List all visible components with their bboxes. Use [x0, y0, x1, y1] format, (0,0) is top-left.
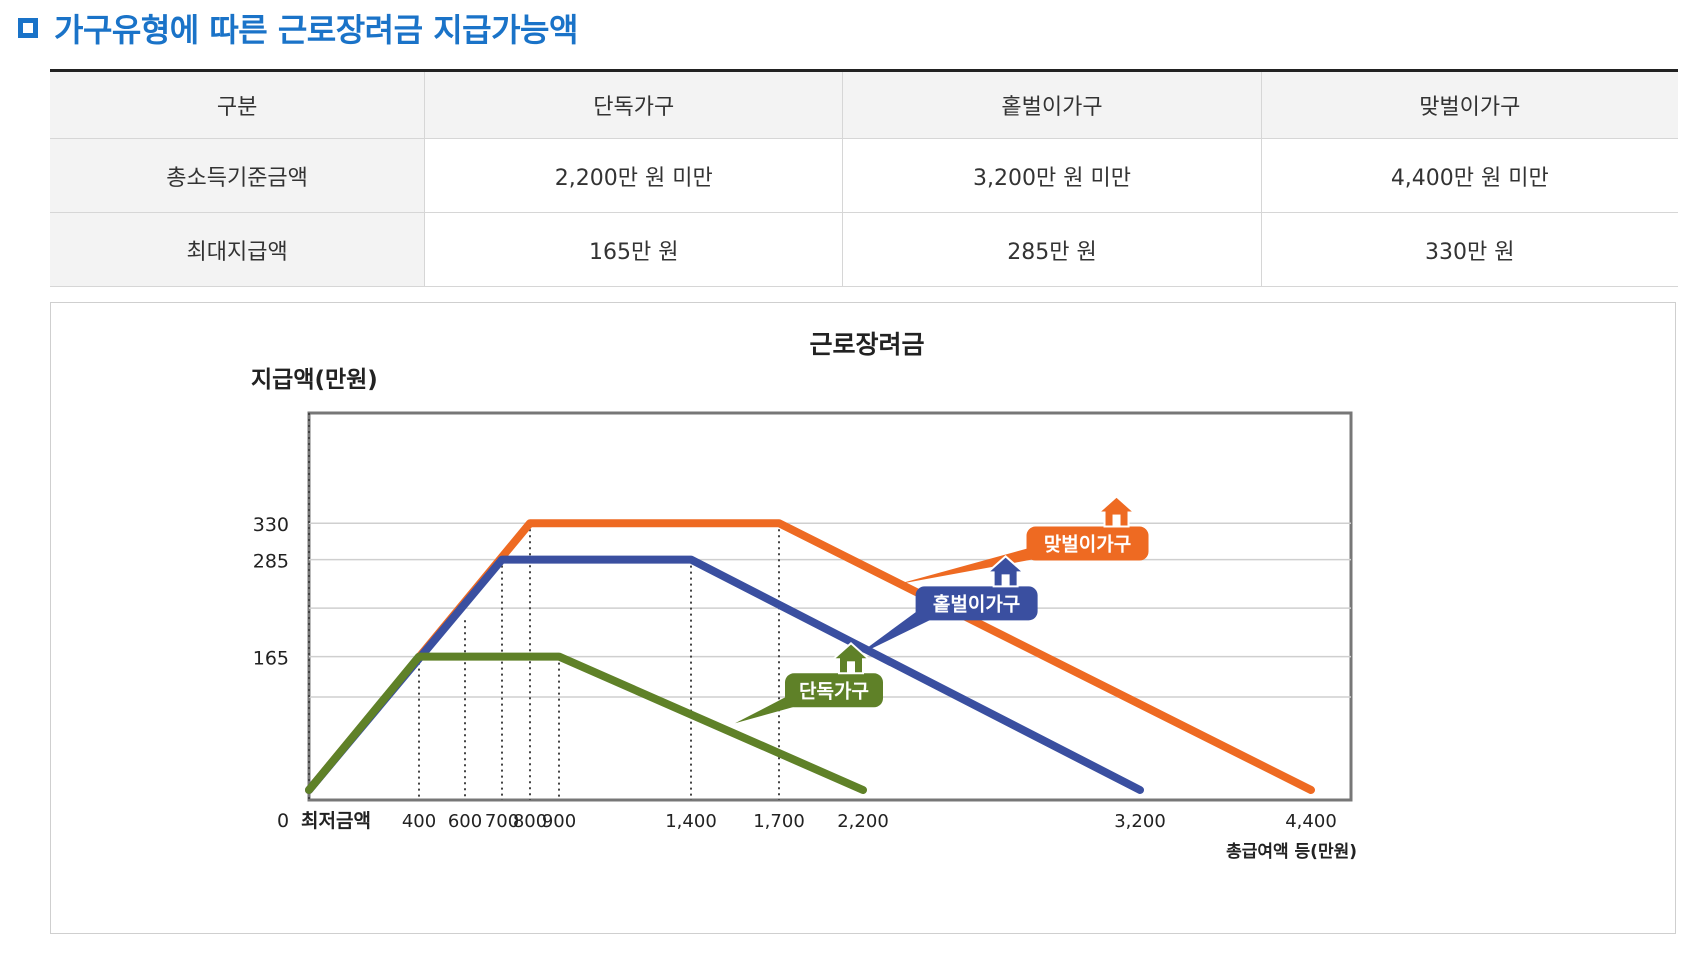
- benefit-chart: 근로장려금 지급액(만원) 165 285 330 0 최저금액 400 600 700800…: [251, 330, 1357, 862]
- y-axis-label: 지급액(만원): [251, 367, 378, 393]
- gridlines: [309, 522, 1351, 698]
- table-cell: 3,200만 원 미만: [842, 138, 1262, 213]
- house-icon: [830, 641, 872, 675]
- callout-box: [915, 586, 1038, 621]
- x-tick-label: 4,400: [1285, 811, 1337, 832]
- series-callout: 홑벌이가구: [855, 555, 1038, 657]
- callout-box: [785, 673, 883, 708]
- table-cell: 4,400만 원 미만: [1260, 138, 1678, 213]
- row-label: 최대지급액: [50, 212, 425, 287]
- header-single: 단독가구: [424, 70, 843, 139]
- square-bullet-icon: [18, 18, 38, 38]
- series-callout: 단독가구: [735, 641, 883, 724]
- series-callout: 맞벌이가구: [896, 495, 1149, 585]
- callout-box: [1026, 526, 1149, 561]
- x-origin-label: 0: [277, 810, 289, 832]
- x-tick-label: 3,200: [1114, 811, 1166, 832]
- x-tick-label: 400: [402, 811, 436, 832]
- house-icon: [1095, 495, 1138, 528]
- row-label: 총소득기준금액: [50, 138, 425, 213]
- x-tick-label: 1,700: [753, 811, 805, 832]
- x-tick-label: 600: [448, 811, 482, 832]
- house-door-icon: [1001, 574, 1010, 587]
- house-door-icon: [847, 661, 855, 674]
- table-cell: 285만 원: [842, 212, 1262, 287]
- vertical-guides: [308, 413, 780, 800]
- section-title: 가구유형에 따른 근로장려금 지급가능액: [54, 11, 578, 49]
- x-tick-label: 900: [542, 811, 576, 832]
- y-tick-label: 285: [253, 551, 289, 573]
- x-tick-label: 700: [485, 811, 519, 832]
- callout-label: 맞벌이가구: [1044, 534, 1131, 556]
- y-tick-label: 165: [253, 648, 289, 670]
- x-tick-label: 2,200: [837, 811, 889, 832]
- table-row: 최대지급액 165만 원 285만 원 330만 원: [50, 212, 1678, 287]
- table-row: 총소득기준금액 2,200만 원 미만 3,200만 원 미만 4,400만 원…: [50, 138, 1678, 213]
- series-line: [305, 652, 867, 794]
- x-axis-label: 총급여액 등(만원): [1226, 842, 1357, 862]
- table-cell: 2,200만 원 미만: [424, 138, 843, 213]
- callout-pointer: [896, 546, 1049, 585]
- house-icon: [984, 555, 1027, 588]
- table-cell: 330만 원: [1260, 212, 1678, 287]
- header-single-earner: 홑벌이가구: [842, 70, 1262, 139]
- callout-label: 홑벌이가구: [933, 592, 1020, 615]
- x-tick-label: 1,400: [665, 811, 717, 832]
- callout-label: 단독가구: [799, 680, 869, 702]
- table-cell: 165만 원: [424, 212, 843, 287]
- x-min-label: 최저금액: [301, 810, 371, 832]
- table-header-row: 구분 단독가구 홑벌이가구 맞벌이가구: [50, 70, 1678, 139]
- series-lines: [305, 519, 1315, 794]
- section-heading: 가구유형에 따른 근로장려금 지급가능액: [18, 8, 578, 49]
- house-door-icon: [1112, 514, 1121, 527]
- benefit-table: 구분 단독가구 홑벌이가구 맞벌이가구 총소득기준금액 2,200만 원 미만 …: [50, 69, 1678, 287]
- callout-pointer: [855, 606, 938, 657]
- x-tick-label: 800: [513, 811, 547, 832]
- y-tick-label: 330: [253, 514, 289, 536]
- header-category: 구분: [50, 70, 425, 139]
- chart-title: 근로장려금: [809, 330, 924, 359]
- chart-container: 근로장려금 지급액(만원) 165 285 330 0 최저금액 400 600 700 800…: [50, 302, 1676, 934]
- header-dual-earner: 맞벌이가구: [1260, 70, 1678, 139]
